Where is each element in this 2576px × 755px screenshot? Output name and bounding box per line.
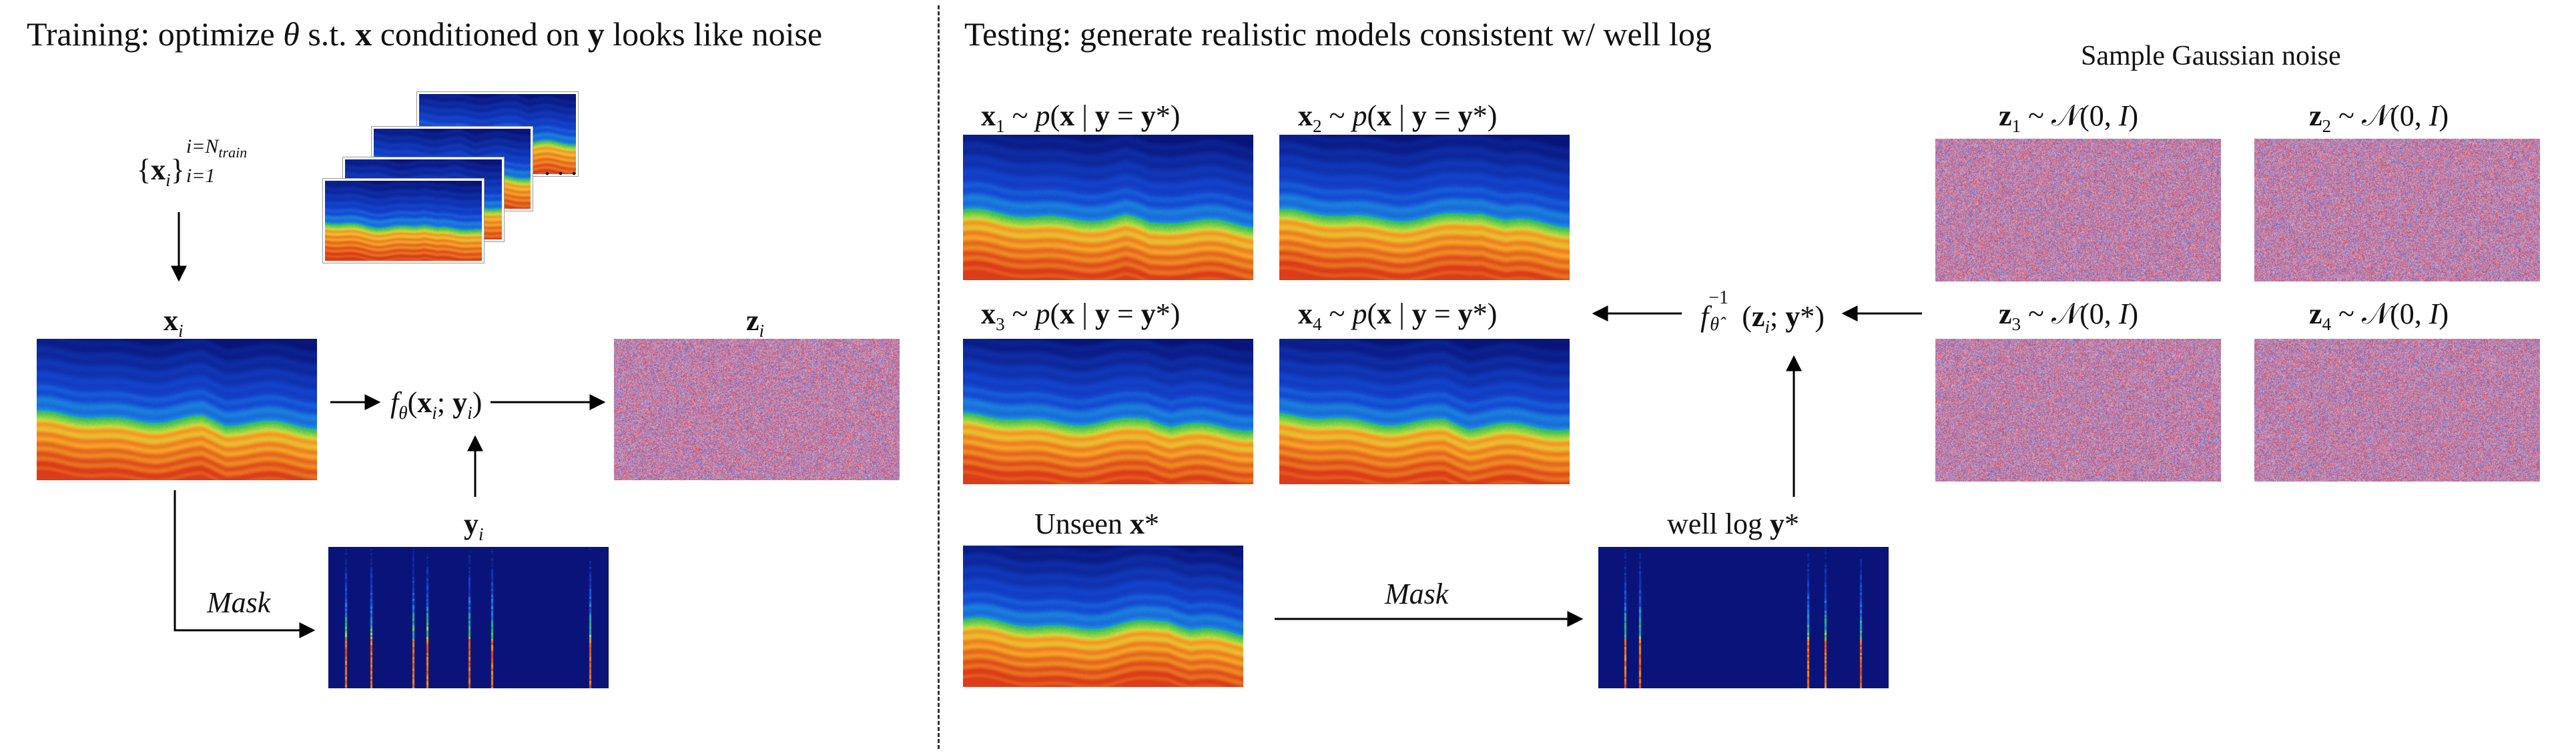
training-mask-label: Mask [207, 586, 271, 619]
stack-more-dots: . . . [544, 151, 577, 181]
noise-section-title: Sample Gaussian noise [2081, 41, 2341, 71]
sample-2-label: x2 ~ p(x | y = y*) [1298, 99, 1498, 136]
sample-3-image [963, 339, 1253, 484]
noise-4-label: z4 ~ 𝒩(0, I) [2309, 297, 2449, 334]
sample-1-label: x1 ~ p(x | y = y*) [981, 99, 1181, 136]
sample-4-image [1279, 339, 1570, 484]
z-i-label: zi [746, 304, 765, 341]
testing-mask-label: Mask [1385, 578, 1449, 610]
testing-title: Testing: generate realistic models consi… [964, 15, 1712, 53]
z-i-noise-image [614, 339, 900, 480]
well-log-image [1598, 547, 1889, 688]
well-log-label: well log y* [1667, 508, 1799, 540]
unseen-x-label: Unseen x* [1034, 508, 1159, 540]
training-title: Training: optimize θ s.t. x conditioned … [27, 15, 823, 53]
noise-3-label: z3 ~ 𝒩(0, I) [1999, 297, 2139, 334]
noise-1-label: z1 ~ 𝒩(0, I) [1999, 99, 2139, 136]
unseen-x-image [963, 546, 1243, 687]
inverse-map-label: f −1 θ̂ (zi; y*) [1700, 287, 1825, 337]
x-i-image [37, 339, 317, 480]
noise-3-image [1935, 339, 2221, 482]
training-stack-image-1 [323, 179, 484, 263]
noise-2-image [2254, 139, 2540, 281]
sample-4-label: x4 ~ p(x | y = y*) [1298, 297, 1498, 334]
noise-1-image [1935, 139, 2221, 281]
arrow-xi-mask-to-yi [174, 490, 316, 638]
sample-1-image [963, 135, 1253, 280]
noise-2-label: z2 ~ 𝒩(0, I) [2309, 99, 2449, 136]
training-set-label: {xi} i=Ntrain i=1 [137, 135, 248, 190]
sample-2-image [1279, 135, 1570, 280]
y-i-label: yi [464, 508, 484, 544]
x-i-label: xi [164, 304, 184, 341]
noise-4-image [2254, 339, 2540, 482]
forward-map-label: fθ(xi; yi) [390, 386, 482, 423]
section-divider [938, 5, 940, 749]
y-i-well-log-image [328, 547, 609, 688]
sample-3-label: x3 ~ p(x | y = y*) [981, 297, 1181, 334]
